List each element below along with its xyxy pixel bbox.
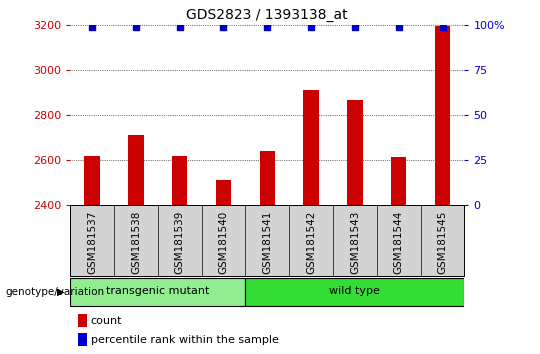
Bar xyxy=(78,333,87,346)
Text: GSM181537: GSM181537 xyxy=(87,211,97,274)
Point xyxy=(350,24,359,30)
Text: percentile rank within the sample: percentile rank within the sample xyxy=(91,335,279,345)
Text: GSM181545: GSM181545 xyxy=(437,211,448,274)
Point xyxy=(176,24,184,30)
Text: GSM181543: GSM181543 xyxy=(350,211,360,274)
Bar xyxy=(128,135,144,205)
Point xyxy=(132,24,140,30)
Bar xyxy=(70,278,245,306)
Point xyxy=(394,24,403,30)
Bar xyxy=(172,156,187,205)
Bar xyxy=(216,181,231,205)
Text: GSM181540: GSM181540 xyxy=(219,211,228,274)
Point xyxy=(307,24,315,30)
Title: GDS2823 / 1393138_at: GDS2823 / 1393138_at xyxy=(186,8,348,22)
Text: GSM181539: GSM181539 xyxy=(175,211,185,274)
Bar xyxy=(303,90,319,205)
Text: count: count xyxy=(91,316,122,326)
Text: GSM181544: GSM181544 xyxy=(394,211,404,274)
Point xyxy=(88,24,97,30)
Point xyxy=(438,24,447,30)
Point xyxy=(263,24,272,30)
Bar xyxy=(435,26,450,205)
Text: GSM181541: GSM181541 xyxy=(262,211,272,274)
Bar xyxy=(260,151,275,205)
Text: transgenic mutant: transgenic mutant xyxy=(106,286,210,296)
Bar xyxy=(78,314,87,327)
Bar xyxy=(391,157,407,205)
Bar xyxy=(347,101,362,205)
Text: genotype/variation: genotype/variation xyxy=(5,287,105,297)
Point xyxy=(219,24,228,30)
Text: wild type: wild type xyxy=(329,286,380,296)
Bar xyxy=(84,156,100,205)
Bar xyxy=(245,278,464,306)
Text: GSM181538: GSM181538 xyxy=(131,211,141,274)
Text: ▶: ▶ xyxy=(57,287,64,297)
Text: GSM181542: GSM181542 xyxy=(306,211,316,274)
